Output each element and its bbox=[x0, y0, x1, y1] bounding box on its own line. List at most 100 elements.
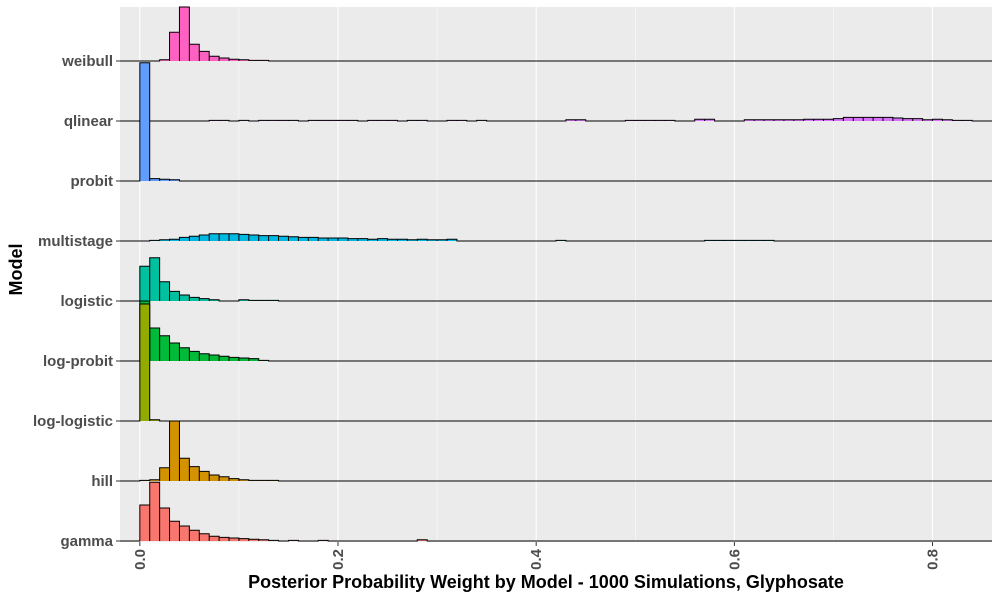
ridge-log-logistic bbox=[120, 303, 992, 422]
histogram-bin bbox=[199, 471, 210, 481]
histogram-bin bbox=[229, 538, 239, 541]
histogram-bin bbox=[189, 351, 200, 361]
histogram-bin bbox=[892, 118, 903, 121]
histogram-bin bbox=[427, 239, 438, 241]
ridge-multistage bbox=[120, 233, 992, 242]
ridge-outline bbox=[120, 233, 992, 242]
y-axis: gamma hill log-logistic log-probit logistic m… bbox=[33, 53, 120, 550]
histogram-bin bbox=[169, 343, 180, 361]
ridge-outline bbox=[120, 481, 992, 542]
histogram-bin bbox=[258, 235, 269, 241]
histogram-bin bbox=[219, 476, 229, 481]
histogram-bin bbox=[238, 479, 249, 481]
histogram-bin bbox=[298, 237, 309, 241]
histogram-bin bbox=[407, 239, 418, 241]
histogram-bin bbox=[912, 118, 923, 121]
histogram-bin bbox=[199, 235, 210, 241]
ridge-outline bbox=[120, 116, 992, 122]
y-tick-label: weibull bbox=[61, 53, 113, 70]
y-tick-label: qlinear bbox=[64, 113, 113, 130]
histogram-bin bbox=[169, 521, 180, 541]
x-tick-label: 0.6 bbox=[726, 549, 743, 570]
histogram-bin bbox=[149, 178, 160, 181]
histogram-bin bbox=[229, 478, 239, 481]
histogram-bin bbox=[575, 119, 586, 121]
histogram-bin bbox=[932, 119, 943, 121]
histogram-bin bbox=[209, 536, 220, 541]
histogram-bin bbox=[248, 235, 259, 241]
histogram-bin bbox=[179, 7, 190, 61]
histogram-bin bbox=[139, 505, 150, 541]
x-axis: 0.0 0.2 0.4 0.6 0.8 bbox=[132, 542, 942, 570]
histogram-bin bbox=[238, 538, 249, 541]
histogram-bin bbox=[774, 119, 784, 121]
histogram-bin bbox=[189, 466, 200, 481]
histogram-bin bbox=[209, 56, 220, 61]
histogram-bin bbox=[219, 356, 229, 361]
histogram-bin bbox=[248, 358, 259, 361]
histogram-bin bbox=[159, 508, 170, 541]
histogram-bin bbox=[179, 458, 190, 481]
y-axis-title: Model bbox=[6, 244, 26, 296]
histogram-bin bbox=[942, 119, 953, 121]
ridge-outline bbox=[120, 257, 992, 302]
histogram-bin bbox=[863, 117, 874, 121]
histogram-bin bbox=[209, 475, 220, 481]
y-tick-label: log-probit bbox=[43, 353, 113, 370]
histogram-bin bbox=[417, 539, 428, 541]
histogram-bin bbox=[328, 238, 338, 241]
histogram-bin bbox=[238, 299, 249, 301]
y-tick-label: probit bbox=[71, 173, 114, 190]
histogram-bin bbox=[169, 421, 180, 481]
histogram-bin bbox=[149, 328, 160, 361]
histogram-bin bbox=[149, 419, 160, 421]
histogram-bin bbox=[248, 539, 259, 541]
histogram-bin bbox=[417, 239, 428, 241]
histogram-bin bbox=[189, 297, 200, 301]
histogram-bin bbox=[357, 238, 368, 241]
histogram-bin bbox=[288, 236, 299, 241]
histogram-bin bbox=[793, 119, 804, 121]
histogram-bin bbox=[764, 119, 774, 121]
histogram-bin bbox=[149, 479, 160, 481]
ridge-outline bbox=[120, 62, 992, 182]
histogram-bin bbox=[159, 281, 170, 301]
ridge-series bbox=[120, 6, 992, 542]
y-tick-label: multistage bbox=[38, 233, 113, 250]
histogram-bin bbox=[565, 119, 576, 121]
histogram-bin bbox=[149, 482, 160, 541]
histogram-bin bbox=[744, 119, 755, 121]
histogram-bin bbox=[229, 59, 239, 61]
histogram-bin bbox=[377, 238, 388, 241]
ridge-outline bbox=[120, 6, 992, 62]
histogram-bin bbox=[238, 59, 249, 61]
histogram-bin bbox=[387, 239, 398, 241]
ridge-logistic bbox=[120, 257, 992, 302]
histogram-bin bbox=[367, 239, 378, 241]
histogram-bin bbox=[347, 238, 358, 241]
histogram-bin bbox=[159, 467, 170, 481]
histogram-bin bbox=[159, 59, 170, 61]
histogram-bin bbox=[397, 239, 408, 241]
x-axis-title: Posterior Probability Weight by Model - … bbox=[248, 572, 844, 592]
histogram-bin bbox=[219, 58, 229, 61]
histogram-bin bbox=[338, 238, 348, 241]
histogram-bin bbox=[823, 119, 834, 121]
histogram-bin bbox=[238, 358, 249, 361]
histogram-bin bbox=[922, 119, 933, 121]
ridge-weibull bbox=[120, 6, 992, 62]
histogram-bin bbox=[853, 117, 864, 121]
histogram-bin bbox=[179, 237, 190, 241]
histogram-bin bbox=[308, 237, 319, 241]
histogram-bin bbox=[447, 239, 457, 241]
x-tick-label: 0.4 bbox=[528, 548, 545, 570]
histogram-bin bbox=[219, 537, 229, 541]
histogram-bin bbox=[843, 117, 854, 121]
histogram-bin bbox=[199, 298, 210, 301]
histogram-bin bbox=[258, 539, 269, 541]
histogram-bin bbox=[268, 235, 279, 241]
ridge-outline bbox=[120, 420, 992, 482]
histogram-bin bbox=[813, 119, 824, 121]
histogram-bin bbox=[209, 233, 220, 241]
